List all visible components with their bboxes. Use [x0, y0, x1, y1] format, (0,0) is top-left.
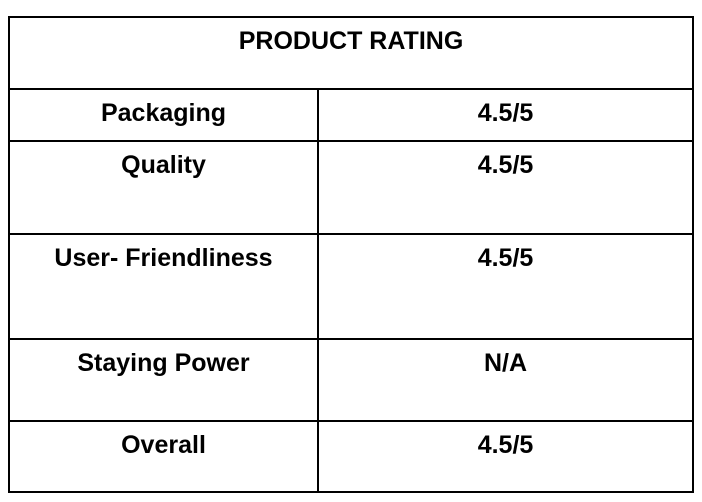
rating-row: Packaging 4.5/5: [8, 88, 694, 142]
rating-cell: 4.5/5: [317, 233, 694, 340]
criterion-cell: Overall: [8, 420, 319, 493]
header-row: PRODUCT RATING: [8, 16, 694, 90]
rating-row: Quality 4.5/5: [8, 140, 694, 235]
rating-table: PRODUCT RATING Packaging 4.5/5 Quality 4.5/…: [8, 16, 694, 493]
rating-row: Overall 4.5/5: [8, 420, 694, 493]
table-body: PRODUCT RATING Packaging 4.5/5 Quality 4.5/…: [8, 16, 694, 493]
rating-cell: 4.5/5: [317, 140, 694, 235]
criterion-cell: Packaging: [8, 88, 319, 142]
criterion-cell: Quality: [8, 140, 319, 235]
rating-cell: N/A: [317, 338, 694, 422]
rating-row: User- Friendliness 4.5/5: [8, 233, 694, 340]
rating-cell: 4.5/5: [317, 88, 694, 142]
criterion-cell: Staying Power: [8, 338, 319, 422]
rating-cell: 4.5/5: [317, 420, 694, 493]
rating-row: Staying Power N/A: [8, 338, 694, 422]
criterion-cell: User- Friendliness: [8, 233, 319, 340]
table-title: PRODUCT RATING: [8, 16, 694, 90]
